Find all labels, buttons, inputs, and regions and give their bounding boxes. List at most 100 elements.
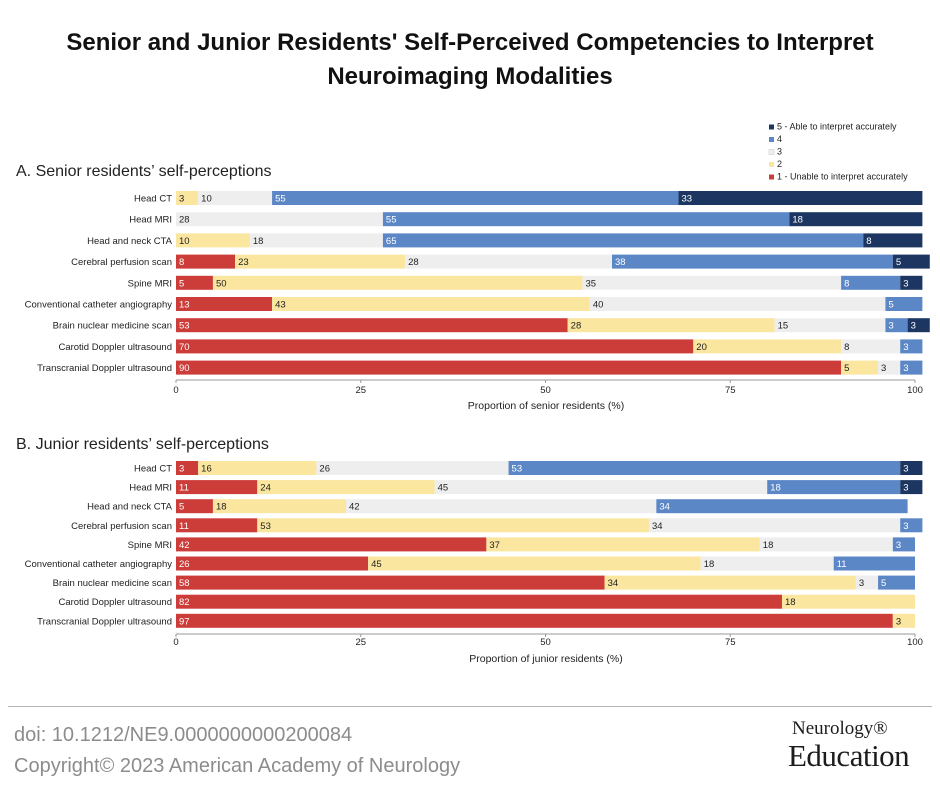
bar-segment [841, 360, 879, 375]
bar-value-label: 3 [859, 578, 864, 589]
bar-value-label: 40 [593, 300, 604, 311]
bar-value-label: 18 [770, 483, 781, 494]
category-label: Transcranial Doppler ultrasound [37, 616, 172, 627]
bar-segment [176, 254, 236, 269]
bar-segment [833, 556, 915, 571]
category-label: Conventional catheter angiography [25, 300, 173, 311]
bar-segment [656, 499, 908, 514]
bar-value-label: 3 [881, 363, 886, 374]
panel-title: A. Senior residents’ self-perceptions [16, 163, 272, 180]
bar-segment [700, 556, 834, 571]
bar-segment [257, 480, 435, 495]
category-label: Spine MRI [128, 540, 172, 551]
bar-value-label: 97 [179, 616, 190, 627]
bar-segment [907, 318, 930, 333]
bar-value-label: 8 [844, 342, 849, 353]
bar-segment [693, 339, 842, 354]
bar-segment [382, 233, 864, 248]
bar-segment [176, 480, 258, 495]
category-label: Head and neck CTA [87, 236, 173, 247]
bar-value-label: 3 [903, 521, 908, 532]
bar-segment [841, 339, 901, 354]
bar-value-label: 5 [896, 257, 901, 268]
bar-value-label: 20 [696, 342, 707, 353]
bar-segment [249, 233, 383, 248]
category-label: Head CT [134, 194, 172, 205]
logo-line-neurology: Neurology® [792, 718, 888, 739]
bar-segment [900, 360, 923, 375]
bar-segment [345, 499, 657, 514]
bar-segment [235, 254, 406, 269]
bar-value-label: 13 [179, 300, 190, 311]
bar-value-label: 3 [896, 616, 901, 627]
bar-value-label: 55 [275, 194, 286, 205]
bar-value-label: 55 [386, 215, 397, 226]
x-tick-label: 0 [173, 385, 178, 396]
bar-segment [176, 212, 383, 227]
legend-swatch [769, 124, 774, 130]
category-label: Cerebral perfusion scan [71, 521, 172, 532]
bar-segment [508, 461, 901, 475]
category-label: Carotid Doppler ultrasound [58, 342, 172, 353]
bar-segment [781, 594, 915, 609]
bar-value-label: 45 [371, 559, 382, 570]
bar-value-label: 18 [253, 236, 264, 247]
bar-segment [648, 518, 901, 533]
bar-segment [900, 275, 923, 290]
category-label: Cerebral perfusion scan [71, 257, 172, 268]
bar-segment [604, 575, 856, 590]
bar-value-label: 45 [438, 483, 449, 494]
legend-swatch [769, 174, 774, 180]
bar-segment [368, 556, 701, 571]
bar-segment [900, 518, 923, 533]
bar-value-label: 53 [260, 521, 271, 532]
bar-value-label: 38 [615, 257, 626, 268]
bar-value-label: 8 [844, 278, 849, 289]
bar-segment [176, 518, 258, 533]
bar-value-label: 5 [881, 578, 886, 589]
logo-line-education: Education [788, 738, 910, 773]
legend-swatch [769, 162, 774, 167]
x-axis-label: Proportion of senior residents (%) [468, 400, 624, 412]
legend-swatch [769, 137, 774, 142]
bar-value-label: 53 [512, 464, 523, 475]
bar-value-label: 5 [179, 502, 184, 513]
bar-segment [176, 575, 605, 590]
bar-segment [878, 360, 901, 375]
legend-label: 4 [777, 134, 782, 144]
bar-segment [759, 537, 893, 552]
bar-segment [176, 556, 369, 571]
bar-value-label: 3 [179, 194, 184, 205]
bar-value-label: 5 [844, 363, 849, 374]
bar-value-label: 70 [179, 342, 190, 353]
bar-segment [774, 318, 886, 333]
bar-value-label: 28 [408, 257, 419, 268]
category-label: Brain nuclear medicine scan [53, 321, 172, 332]
bar-value-label: 43 [275, 300, 286, 311]
bar-value-label: 5 [179, 278, 184, 289]
bar-value-label: 28 [179, 215, 190, 226]
category-label: Head MRI [129, 483, 172, 494]
bar-value-label: 34 [608, 578, 619, 589]
bar-value-label: 18 [216, 502, 227, 513]
category-label: Spine MRI [128, 278, 172, 289]
bar-segment [176, 297, 273, 311]
legend-label: 2 [777, 159, 782, 169]
x-tick-label: 50 [540, 385, 551, 396]
bar-segment [678, 191, 923, 205]
bar-segment [855, 575, 879, 590]
bar-value-label: 65 [386, 236, 397, 247]
legend-label: 5 - Able to interpret accurately [777, 122, 897, 132]
bar-segment [176, 275, 213, 290]
bar-segment [892, 537, 915, 552]
legend-label: 3 [777, 147, 782, 157]
bar-value-label: 8 [866, 236, 871, 247]
bar-value-label: 16 [201, 464, 212, 475]
bar-segment [176, 339, 694, 354]
bar-segment [176, 191, 199, 205]
bar-segment [212, 499, 346, 514]
bar-segment [767, 480, 901, 495]
bar-segment [176, 594, 782, 609]
legend-label: 1 - Unable to interpret accurately [777, 172, 908, 182]
